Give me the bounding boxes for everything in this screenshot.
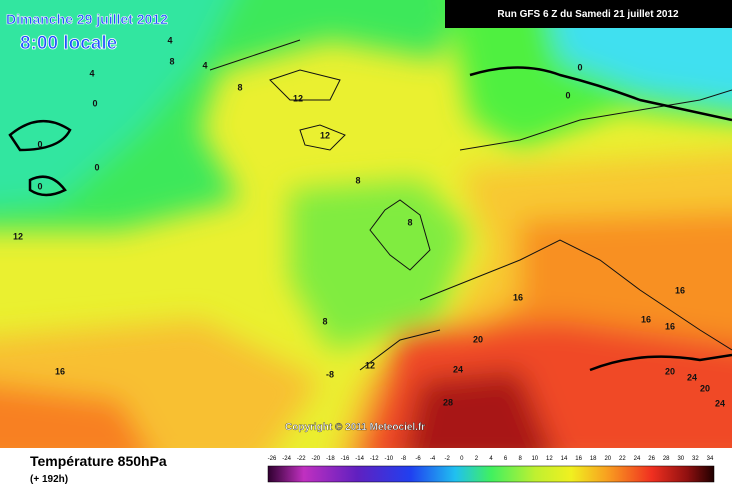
contour-label: 20	[700, 383, 710, 393]
contour-label: 24	[453, 364, 463, 374]
scale-label: 2	[475, 456, 479, 462]
contour-label: 4	[202, 60, 207, 70]
forecast-date: Dimanche 29 juillet 2012	[6, 11, 168, 27]
contour-label: 0	[37, 181, 42, 191]
contour-label: 0	[565, 90, 570, 100]
contour-label: 16	[641, 314, 651, 324]
contour-label: 16	[665, 321, 675, 331]
scale-label: 30	[677, 456, 684, 462]
scale-label: 16	[575, 456, 582, 462]
forecast-time: 8:00 locale	[20, 33, 117, 54]
contour-labels: 444880000121288128-812161616162024281600…	[13, 35, 725, 408]
scale-label: 20	[604, 456, 611, 462]
scale-label: -16	[341, 456, 350, 462]
contour-label: 0	[37, 139, 42, 149]
contour-label: 20	[473, 334, 483, 344]
contour-label: -8	[326, 369, 334, 379]
contour-label: 16	[513, 292, 523, 302]
scale-label: 34	[707, 456, 714, 462]
scale-labels: -26 -24 -22 -20 -18 -16 -14 -12 -10 -8 -6 -4 -2 0 2 4 6 8…	[268, 456, 714, 462]
scale-label: 4	[489, 456, 493, 462]
contour-label: 0	[92, 98, 97, 108]
scale-label: 32	[692, 456, 699, 462]
scale-label: 8	[519, 456, 523, 462]
scale-label: -20	[311, 456, 320, 462]
contour-label: 8	[237, 82, 242, 92]
scale-label: 0	[460, 456, 464, 462]
contour-label: 4	[89, 68, 94, 78]
contour-label: 8	[169, 56, 174, 66]
contour-label: 16	[55, 366, 65, 376]
scale-label: -26	[268, 456, 277, 462]
contour-label: 0	[94, 162, 99, 172]
scale-label: -12	[370, 456, 379, 462]
scale-label: -14	[355, 456, 364, 462]
map: Copyright © 2011 Meteociel.fr 4 4 4 8 8 0 0 0 0 1…	[0, 0, 732, 448]
zero-isotherm	[8, 66, 732, 372]
contour-label: 24	[687, 372, 697, 382]
contour-label: 12	[293, 93, 303, 103]
contour-label: 8	[407, 217, 412, 227]
scale-label: -8	[401, 456, 407, 462]
run-info: Run GFS 6 Z du Samedi 21 juillet 2012	[497, 9, 679, 20]
contour-label: 12	[320, 130, 330, 140]
scale-label: -24	[282, 456, 291, 462]
contour-label: 12	[365, 360, 375, 370]
legend-title: Température 850hPa	[30, 453, 167, 469]
scale-label: 10	[531, 456, 538, 462]
contour-label: 4	[167, 35, 172, 45]
scale-label: 26	[648, 456, 655, 462]
coastlines	[209, 39, 732, 371]
contour-label: 0	[577, 62, 582, 72]
run-banner	[445, 0, 732, 28]
scale-label: -2	[445, 456, 451, 462]
scale-label: -6	[415, 456, 421, 462]
scale-frame	[267, 465, 715, 483]
scale-label: 28	[663, 456, 670, 462]
contour-label: 8	[322, 316, 327, 326]
contour-label: 12	[13, 231, 23, 241]
scale-label: 22	[619, 456, 626, 462]
contour-label: 16	[675, 285, 685, 295]
lead-time: (+ 192h)	[30, 474, 68, 485]
scale-label: 12	[546, 456, 553, 462]
scale-label: -22	[297, 456, 306, 462]
copyright: Copyright © 2011 Meteociel.fr	[285, 422, 425, 433]
scale-label: -18	[326, 456, 335, 462]
scale-label: 14	[561, 456, 568, 462]
scale-label: 18	[590, 456, 597, 462]
scale-label: -10	[384, 456, 393, 462]
scale-label: 6	[504, 456, 508, 462]
contour-label: 8	[355, 175, 360, 185]
scale-label: 24	[634, 456, 641, 462]
contour-label: 24	[715, 398, 725, 408]
scale-label: -4	[430, 456, 436, 462]
contour-label: 20	[665, 366, 675, 376]
contour-label: 28	[443, 397, 453, 407]
